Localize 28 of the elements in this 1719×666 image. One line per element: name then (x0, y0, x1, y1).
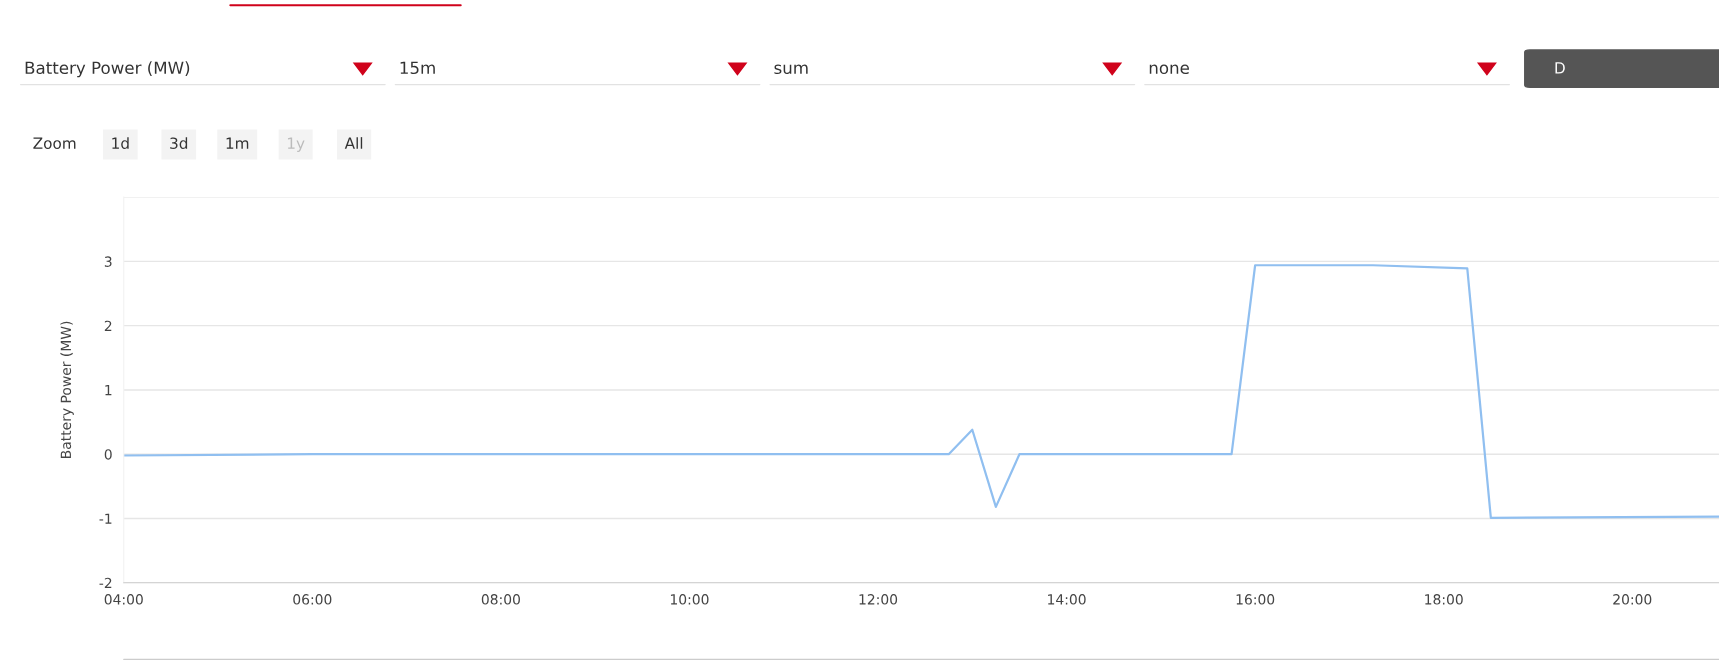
x-tick-label: 04:00 (104, 594, 143, 605)
x-tick-label: 16:00 (1236, 594, 1275, 605)
text: 1d (112, 137, 129, 149)
text: Zoom (33, 137, 76, 149)
text: 15m (400, 61, 435, 75)
y-tick-label: -2 (99, 577, 112, 589)
x-tick-label: 14:00 (1048, 594, 1086, 605)
y-tick-label: -1 (99, 513, 112, 524)
x-tick-label: 10:00 (670, 594, 709, 605)
x-tick-label: 06:00 (293, 594, 332, 605)
y-axis-title: Battery Power (MW) (60, 321, 74, 458)
text: D (1555, 62, 1565, 74)
y-tick-label: 0 (104, 449, 112, 460)
text: none (1149, 64, 1189, 75)
text: 1m (226, 137, 249, 149)
x-tick-label: 20:00 (1613, 594, 1652, 605)
x-tick-label: 12:00 (859, 594, 898, 605)
text: Battery Power (MW) (25, 61, 190, 78)
x-tick-label: 18:00 (1425, 594, 1463, 605)
y-tick-label: 3 (104, 256, 112, 267)
x-tick-label: 08:00 (481, 594, 520, 605)
text: sum (774, 64, 808, 75)
line-series (123, 264, 1719, 519)
text: 3d (170, 137, 188, 149)
y-tick-label: 1 (105, 385, 112, 396)
text: 1y (287, 137, 305, 152)
y-tick-label: 2 (104, 320, 112, 331)
text: All (344, 137, 363, 149)
